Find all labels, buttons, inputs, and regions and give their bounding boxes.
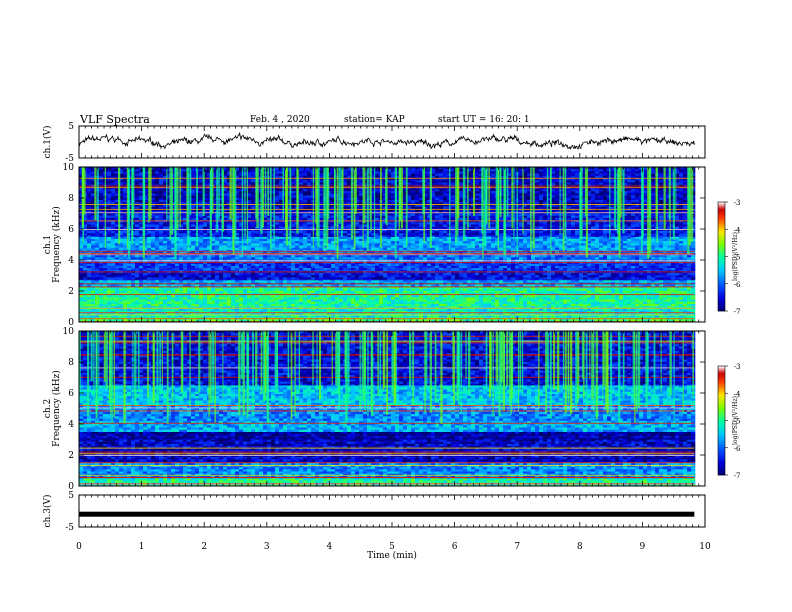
y-tick-label: 4 [68, 256, 74, 266]
ch2-spectrogram-colorbar: -3 -4 -5 -6 -7 log(PSD)(V²/Hz) [717, 363, 741, 480]
y-tick-label: -5 [65, 154, 74, 164]
x-tick-label: 7 [514, 542, 520, 552]
y-tick-label: 8 [68, 194, 74, 204]
colorbar-tick-label: -4 [734, 390, 741, 398]
colorbar-label: log(PSD)(V²/Hz) [732, 232, 739, 281]
x-tick-label: 4 [327, 542, 333, 552]
ch2-spectrogram-ylabel: Frequency (kHz) [51, 370, 62, 447]
colorbar-tick-label: -7 [734, 308, 741, 316]
ch1-spectrogram-ylabel: ch.1 [43, 235, 53, 254]
x-tick-label: 3 [264, 542, 270, 552]
ch3-waveform-line [79, 511, 695, 517]
y-tick-label: 5 [68, 122, 74, 132]
y-tick-label: 10 [63, 327, 75, 337]
ch2-spectrogram-heatmap [79, 331, 696, 487]
x-tick-label: 8 [577, 542, 583, 552]
start-time-label: start UT = 16: 20: 1 [438, 115, 530, 125]
ch3-waveform-ylabel: ch.3(V) [42, 495, 53, 528]
x-tick-label: 10 [699, 542, 711, 552]
station-label: station= KAP [344, 115, 405, 125]
ch1-spectrogram-heatmap [79, 167, 696, 323]
ch3-waveform-y-ticks: 5 -5 [65, 491, 705, 533]
colorbar-label: log(PSD)(V²/Hz) [732, 396, 739, 445]
y-tick-label: 2 [68, 451, 74, 461]
x-tick-label: 2 [201, 542, 207, 552]
colorbar-tick-label: -3 [734, 199, 741, 207]
y-tick-label: 0 [68, 318, 74, 328]
ch2-spectrogram-y-ticks: 0 2 4 6 8 10 [63, 327, 705, 492]
y-tick-label: 6 [68, 389, 74, 399]
ch1-spectrogram-colorbar: -3 -4 -5 -6 -7 log(PSD)(V²/Hz) [717, 199, 741, 316]
x-tick-labels: 0 1 2 3 4 5 6 7 8 9 10 [76, 542, 711, 552]
ch2-spectrogram-x-ticks [78, 331, 706, 486]
y-tick-label: -5 [65, 523, 74, 533]
ch1-waveform-y-ticks: 5 -5 [65, 122, 705, 164]
ch1-waveform-x-ticks [78, 126, 706, 158]
ch1-waveform-plot [78, 131, 695, 150]
x-tick-label: 6 [452, 542, 458, 552]
ch1-spectrogram-ylabel: Frequency (kHz) [51, 206, 62, 283]
x-tick-label: 1 [139, 542, 145, 552]
y-tick-label: 8 [68, 358, 74, 368]
colorbar-tick-label: -7 [734, 472, 741, 480]
colorbar-tick-label: -5 [734, 254, 741, 262]
colorbar-tick-label: -5 [734, 418, 741, 426]
date-label: Feb. 4 , 2020 [250, 115, 310, 125]
x-tick-label: 5 [389, 542, 395, 552]
y-tick-label: 4 [68, 420, 74, 430]
colorbar-tick-label: -6 [734, 445, 741, 453]
colorbar-tick-label: -6 [734, 281, 741, 289]
y-tick-label: 10 [63, 163, 75, 173]
y-tick-label: 6 [68, 225, 74, 235]
colorbar-tick-label: -4 [734, 226, 741, 234]
x-tick-label: 9 [640, 542, 646, 552]
ch3-waveform-x-ticks [78, 495, 706, 527]
ch1-waveform-ylabel: ch.1(V) [42, 126, 53, 159]
chart-title: VLF Spectra [80, 113, 150, 126]
ch1-spectrogram-y-ticks: 0 2 4 6 8 10 [63, 163, 705, 328]
ch2-spectrogram-ylabel: ch.2 [43, 399, 53, 418]
ch1-spectrogram-x-ticks [78, 167, 706, 322]
ch1-waveform-line [78, 131, 695, 150]
colorbar-tick-label: -3 [734, 363, 741, 371]
y-tick-label: 0 [68, 482, 74, 492]
x-axis-label: Time (min) [367, 550, 417, 561]
y-tick-label: 2 [68, 287, 74, 297]
y-tick-label: 5 [68, 491, 74, 501]
x-tick-label: 0 [76, 542, 82, 552]
